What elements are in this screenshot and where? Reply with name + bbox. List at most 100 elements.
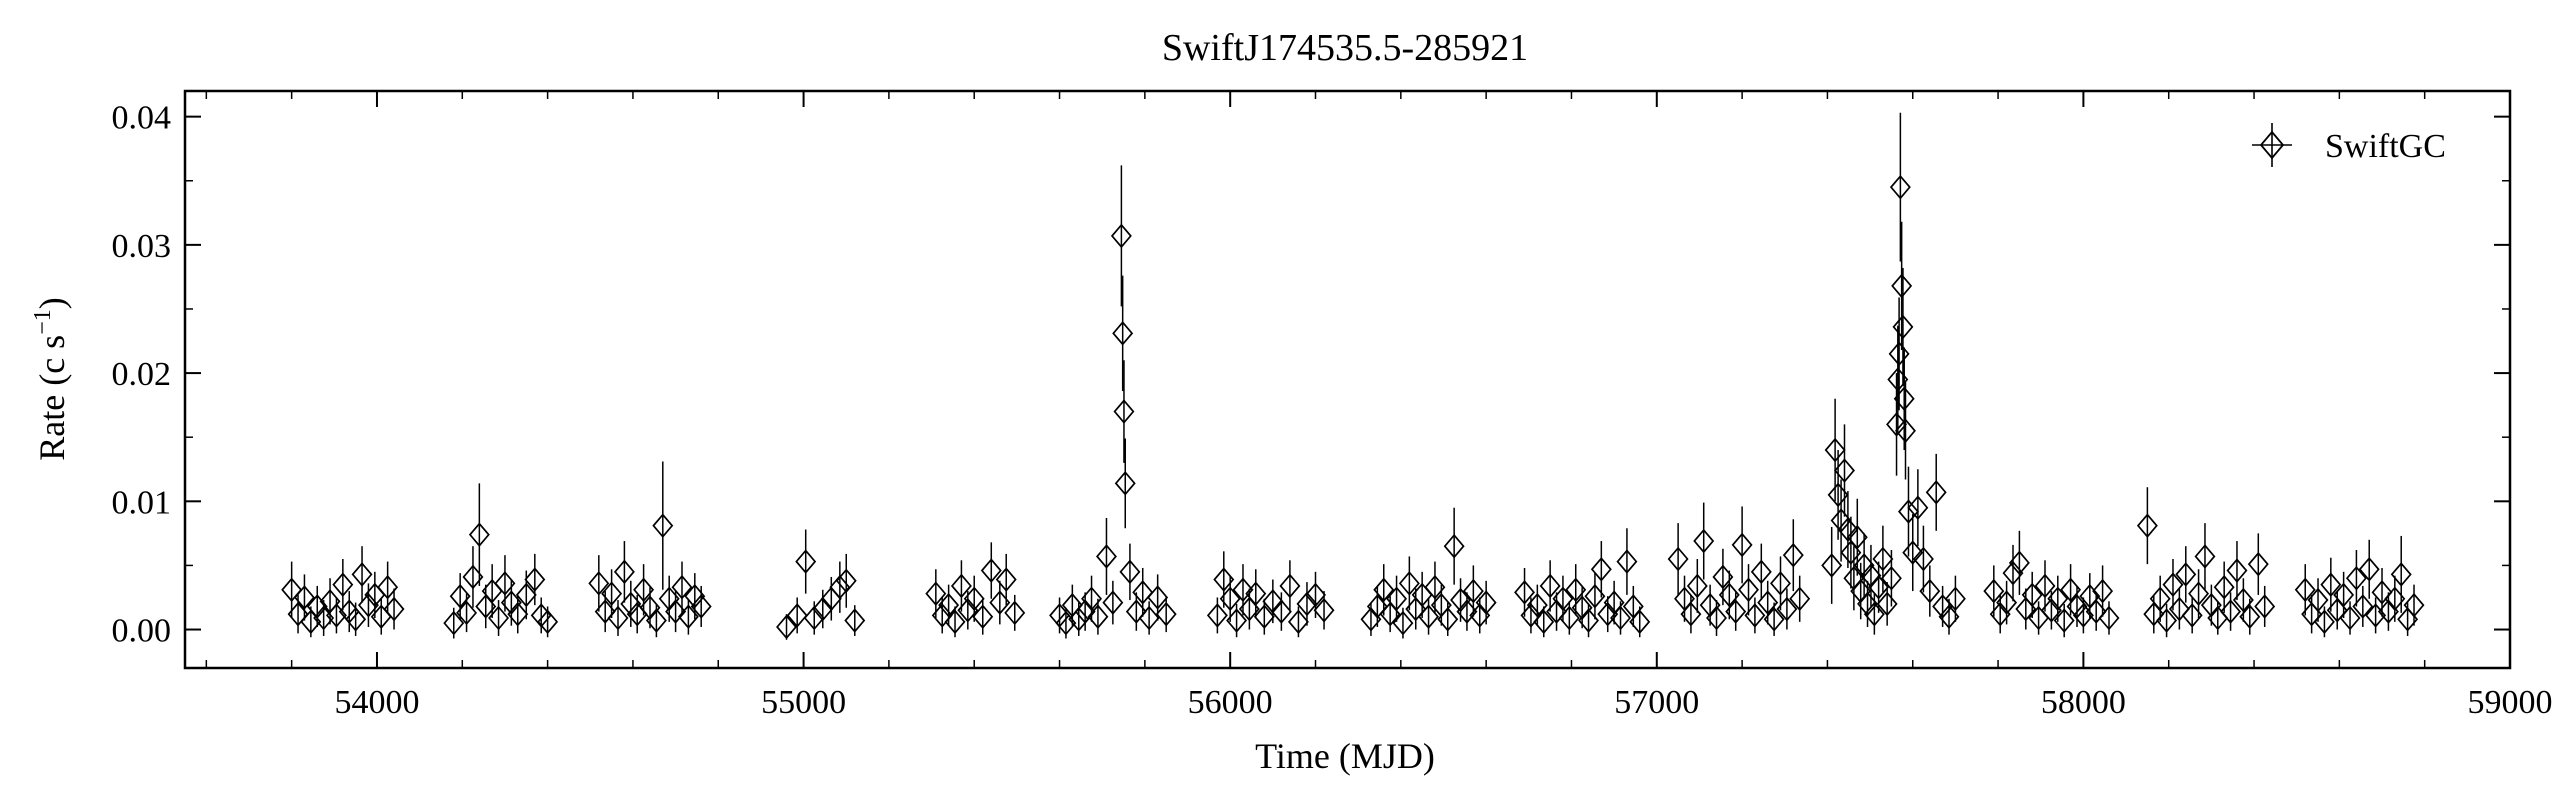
- diamond-marker: [1757, 590, 1779, 615]
- data-point: [1834, 424, 1855, 517]
- data-point: [2149, 575, 2171, 622]
- data-point: [2092, 565, 2114, 617]
- data-point: [1744, 597, 1766, 634]
- diamond-marker: [690, 594, 712, 619]
- diamond-marker: [1821, 553, 1843, 578]
- data-point: [2162, 559, 2184, 611]
- data-point: [1789, 575, 1811, 622]
- y-axis-label-close: ): [32, 297, 72, 309]
- diamond-marker: [1147, 585, 1169, 610]
- data-point: [1757, 580, 1779, 625]
- diamond-marker: [645, 608, 667, 633]
- diamond-marker: [1219, 586, 1241, 612]
- data-point: [1610, 601, 1631, 635]
- data-point: [1437, 602, 1459, 636]
- diamond-marker: [1155, 601, 1177, 627]
- diamond-marker: [293, 585, 315, 610]
- diamond-marker: [925, 581, 947, 606]
- diamond-marker: [1763, 606, 1785, 632]
- diamond-marker: [2371, 580, 2393, 605]
- diamond-marker: [1392, 610, 1414, 636]
- y-tick-label: 0.01: [112, 484, 172, 521]
- diamond-marker: [1693, 528, 1715, 554]
- data-point: [1132, 567, 1154, 617]
- diamond-marker: [1837, 517, 1859, 542]
- data-point: [607, 600, 629, 636]
- diamond-marker: [652, 513, 674, 538]
- diamond-marker: [835, 568, 857, 594]
- diamond-marker: [1526, 592, 1548, 618]
- data-point: [325, 597, 347, 634]
- data-point: [1895, 382, 1916, 480]
- data-point: [601, 569, 623, 618]
- data-point: [1219, 575, 1241, 622]
- diamond-marker: [1087, 604, 1109, 630]
- diamond-marker: [2313, 609, 2335, 635]
- data-point: [2053, 603, 2075, 638]
- diamond-marker: [1119, 559, 1141, 585]
- data-point: [537, 606, 559, 638]
- data-point: [950, 560, 972, 612]
- diamond-marker: [2047, 586, 2069, 612]
- data-point: [2320, 557, 2342, 612]
- diamond-marker: [2226, 558, 2248, 583]
- data-point: [980, 542, 1002, 599]
- data-point: [2156, 603, 2178, 638]
- data-point: [1893, 347, 1915, 451]
- data-point: [2358, 539, 2380, 599]
- y-tick-label: 0.03: [112, 228, 172, 265]
- diamond-marker: [613, 559, 635, 585]
- diamond-marker: [2254, 594, 2276, 619]
- data-point: [1087, 598, 1109, 635]
- data-point: [1876, 582, 1898, 626]
- data-point: [776, 614, 797, 640]
- diamond-marker: [995, 567, 1017, 592]
- data-point: [652, 461, 674, 590]
- diamond-marker: [633, 577, 655, 603]
- data-point: [345, 602, 367, 636]
- data-point: [972, 598, 994, 635]
- diamond-marker: [468, 522, 490, 547]
- diamond-marker: [1880, 565, 1902, 591]
- diamond-marker: [383, 596, 405, 622]
- diamond-marker: [2352, 594, 2374, 619]
- data-point: [1686, 559, 1708, 613]
- data-point: [2168, 588, 2190, 630]
- diamond-marker: [1514, 580, 1536, 605]
- y-axis-label-superscript: −1: [30, 309, 56, 335]
- diamond-marker: [1895, 418, 1916, 444]
- data-point: [2247, 533, 2269, 595]
- diamond-marker: [2294, 577, 2316, 603]
- diamond-marker: [2188, 581, 2210, 606]
- diamond-marker: [524, 567, 546, 592]
- diamond-marker: [2092, 578, 2114, 604]
- diamond-marker: [938, 592, 960, 618]
- data-point: [1398, 556, 1420, 611]
- data-point: [1693, 502, 1715, 580]
- data-point: [1475, 580, 1497, 625]
- data-point: [1706, 600, 1727, 636]
- x-tick-label: 55000: [761, 684, 846, 721]
- data-point: [2390, 535, 2412, 613]
- y-tick-label: 0.02: [112, 356, 172, 393]
- diamond-marker: [1907, 495, 1929, 521]
- diamond-marker: [1245, 581, 1267, 606]
- diamond-marker: [1667, 546, 1689, 572]
- data-point: [1718, 570, 1740, 620]
- diamond-marker: [2247, 551, 2269, 577]
- diamond-marker: [2232, 587, 2254, 613]
- data-point: [1113, 360, 1135, 463]
- diamond-marker: [1313, 597, 1335, 623]
- data-point: [332, 559, 354, 611]
- x-tick-label: 58000: [2041, 684, 2126, 721]
- diamond-marker: [1418, 604, 1440, 630]
- diamond-marker: [588, 571, 610, 596]
- data-point: [1226, 603, 1248, 638]
- diamond-marker: [1892, 314, 1914, 340]
- data-point: [613, 541, 635, 603]
- data-point: [963, 575, 985, 622]
- data-point: [1279, 560, 1301, 612]
- data-point: [2136, 487, 2158, 565]
- diamond-marker: [1789, 586, 1811, 612]
- diamond-marker: [1475, 590, 1497, 615]
